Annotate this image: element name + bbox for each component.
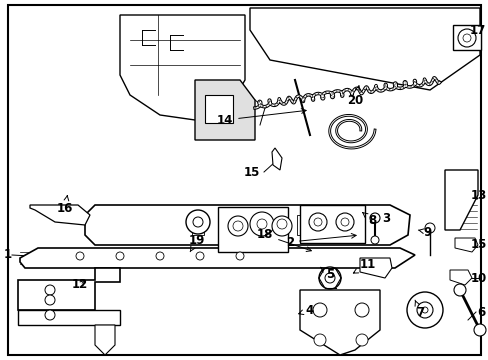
Bar xyxy=(452,25,480,50)
Text: 17: 17 xyxy=(469,23,485,36)
Circle shape xyxy=(355,334,367,346)
Polygon shape xyxy=(271,148,282,170)
Text: 16: 16 xyxy=(57,195,73,215)
Polygon shape xyxy=(359,258,391,278)
Circle shape xyxy=(116,252,124,260)
Circle shape xyxy=(313,334,325,346)
Circle shape xyxy=(421,307,427,313)
Bar xyxy=(192,215,203,235)
Circle shape xyxy=(249,212,273,236)
Text: 15: 15 xyxy=(469,239,486,252)
Circle shape xyxy=(370,236,378,244)
Circle shape xyxy=(236,252,244,260)
Circle shape xyxy=(473,324,485,336)
Text: 2: 2 xyxy=(285,234,355,248)
Text: 15: 15 xyxy=(243,166,260,179)
Circle shape xyxy=(306,222,312,228)
Text: 4: 4 xyxy=(298,303,313,316)
Circle shape xyxy=(424,223,434,233)
Text: 7: 7 xyxy=(414,300,423,319)
Text: 8: 8 xyxy=(362,212,375,226)
Circle shape xyxy=(45,295,55,305)
Text: 9: 9 xyxy=(418,225,431,239)
Polygon shape xyxy=(18,310,120,325)
Circle shape xyxy=(416,302,432,318)
Polygon shape xyxy=(195,80,254,140)
Polygon shape xyxy=(444,170,477,230)
Circle shape xyxy=(312,303,326,317)
Text: 14: 14 xyxy=(216,109,305,126)
Circle shape xyxy=(45,285,55,295)
Bar xyxy=(262,215,273,235)
Circle shape xyxy=(271,216,291,236)
Bar xyxy=(204,95,232,123)
Text: 20: 20 xyxy=(346,86,363,107)
Text: 5: 5 xyxy=(320,267,333,282)
Text: 13: 13 xyxy=(470,189,486,202)
Text: 11: 11 xyxy=(353,258,375,273)
Circle shape xyxy=(354,303,368,317)
Polygon shape xyxy=(30,205,90,225)
Polygon shape xyxy=(85,205,409,245)
Circle shape xyxy=(196,252,203,260)
Circle shape xyxy=(369,213,379,223)
Bar xyxy=(226,215,239,235)
Text: 18: 18 xyxy=(256,229,311,252)
Circle shape xyxy=(257,219,266,229)
Circle shape xyxy=(462,34,470,42)
Polygon shape xyxy=(249,8,479,90)
Polygon shape xyxy=(95,325,115,355)
Circle shape xyxy=(232,221,243,231)
Circle shape xyxy=(76,252,84,260)
Circle shape xyxy=(335,213,353,231)
Text: 19: 19 xyxy=(188,234,205,252)
Text: 12: 12 xyxy=(72,279,88,292)
Text: 3: 3 xyxy=(381,212,389,225)
Text: 10: 10 xyxy=(470,271,486,284)
Circle shape xyxy=(453,284,465,296)
Circle shape xyxy=(346,222,352,228)
Text: 6: 6 xyxy=(477,306,485,319)
Circle shape xyxy=(313,218,321,226)
Polygon shape xyxy=(454,238,477,252)
Circle shape xyxy=(156,252,163,260)
Polygon shape xyxy=(449,270,471,285)
Bar xyxy=(296,215,308,235)
Text: 1: 1 xyxy=(4,248,12,261)
Circle shape xyxy=(193,217,203,227)
Circle shape xyxy=(276,219,286,229)
Polygon shape xyxy=(18,268,120,310)
Circle shape xyxy=(227,216,247,236)
Polygon shape xyxy=(299,290,379,355)
Circle shape xyxy=(308,213,326,231)
Bar xyxy=(299,205,364,243)
Circle shape xyxy=(185,210,209,234)
Circle shape xyxy=(325,273,334,283)
Circle shape xyxy=(340,218,348,226)
Circle shape xyxy=(457,29,475,47)
Circle shape xyxy=(326,222,332,228)
Circle shape xyxy=(318,267,340,289)
Polygon shape xyxy=(20,248,414,268)
Bar xyxy=(218,207,287,252)
Circle shape xyxy=(406,292,442,328)
Polygon shape xyxy=(120,15,244,120)
Circle shape xyxy=(45,310,55,320)
